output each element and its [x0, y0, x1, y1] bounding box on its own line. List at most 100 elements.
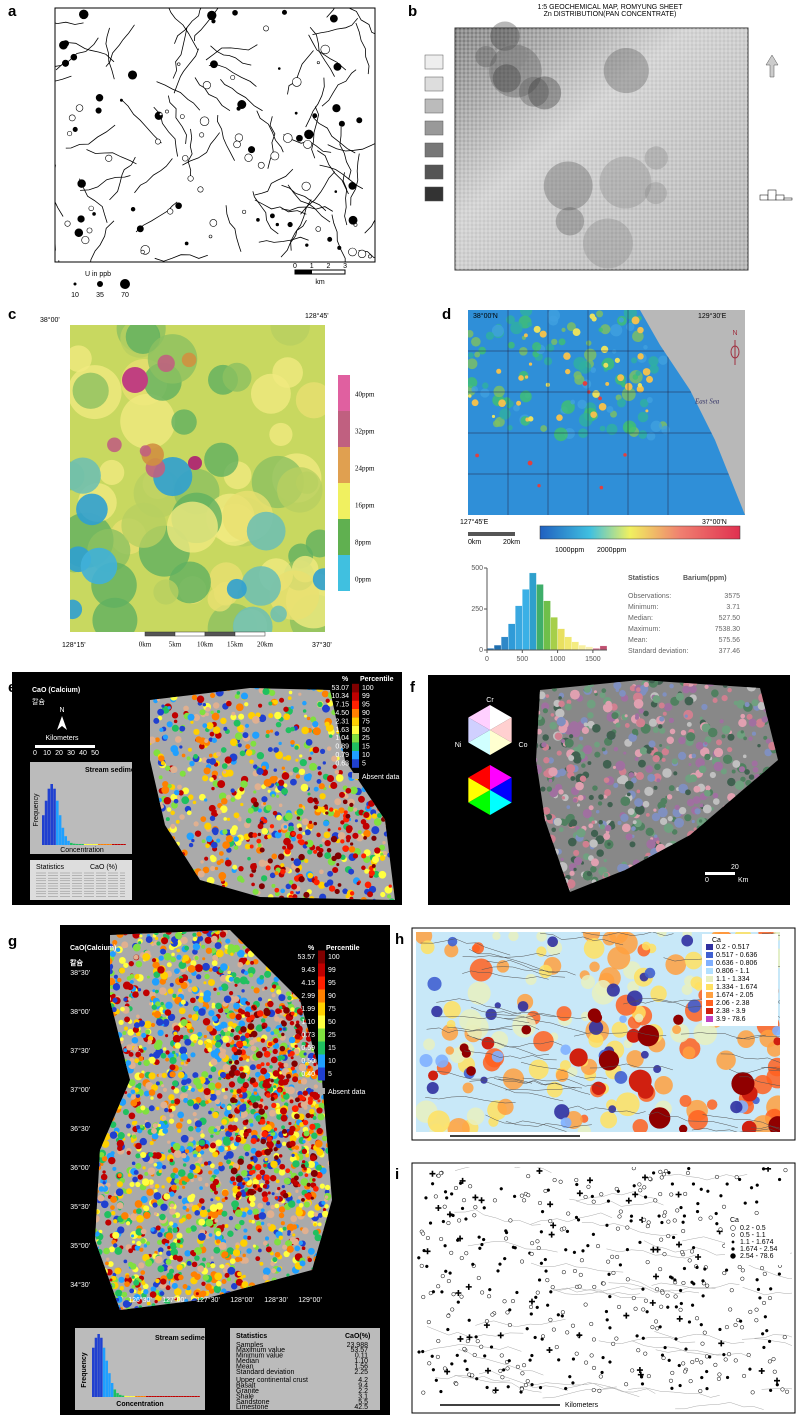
- texture: [604, 789, 612, 797]
- texture: [124, 1281, 130, 1288]
- river: [326, 8, 335, 18]
- texture: [135, 1153, 141, 1159]
- texture: [174, 1174, 179, 1179]
- texture: [208, 1110, 212, 1115]
- texture: [286, 1086, 295, 1095]
- texture: [264, 1236, 270, 1241]
- texture: [212, 1111, 219, 1119]
- texture: [220, 747, 227, 753]
- texture: [384, 885, 393, 894]
- label: 0ppm: [355, 576, 372, 584]
- texture: [704, 684, 709, 689]
- texture: [181, 1217, 186, 1222]
- texture: [210, 1134, 214, 1138]
- texture: [566, 805, 571, 809]
- texture: [258, 1212, 267, 1220]
- sample-dot: [275, 222, 279, 227]
- texture: [630, 777, 637, 784]
- texture: [628, 733, 637, 742]
- texture: [323, 831, 331, 839]
- texture: [287, 696, 292, 701]
- texture: [127, 1173, 132, 1177]
- texture: [558, 338, 566, 346]
- texture: [160, 948, 167, 955]
- texture: [154, 1184, 160, 1189]
- texture: [605, 700, 612, 708]
- color-hex: [468, 777, 490, 803]
- texture: [208, 1288, 215, 1294]
- river: [287, 50, 314, 95]
- texture: [215, 1280, 222, 1287]
- texture: [312, 1115, 317, 1120]
- label: Stream sediments: [85, 767, 145, 774]
- texture: [292, 1160, 300, 1168]
- texture: [226, 769, 234, 777]
- texture: [307, 849, 313, 855]
- texture: [596, 310, 604, 318]
- texture: [326, 774, 335, 783]
- texture: [168, 561, 211, 604]
- texture: [234, 693, 240, 699]
- texture: [340, 839, 345, 844]
- texture: [713, 747, 724, 758]
- texture: [632, 820, 637, 825]
- texture: [373, 818, 382, 826]
- texture: [148, 1089, 156, 1096]
- texture: [208, 1009, 215, 1017]
- texture: [606, 423, 618, 435]
- label: 20km: [257, 641, 274, 649]
- sample-dot: [119, 98, 123, 102]
- texture: [145, 936, 153, 943]
- river: [134, 158, 173, 194]
- side-histogram: [775, 194, 785, 201]
- texture: [232, 1089, 238, 1096]
- texture: [160, 1101, 168, 1109]
- texture: [326, 746, 332, 751]
- texture: [208, 753, 213, 758]
- texture: [691, 819, 695, 824]
- texture: [188, 1014, 193, 1018]
- texture: [639, 747, 648, 755]
- texture: [496, 368, 502, 374]
- texture: [301, 1227, 309, 1235]
- texture: [114, 1267, 122, 1275]
- texture: [154, 1152, 162, 1160]
- texture: [240, 780, 248, 788]
- panel-label: f: [410, 679, 416, 696]
- river: [331, 214, 346, 262]
- texture: [215, 1239, 221, 1244]
- texture: [212, 702, 220, 709]
- texture: [257, 1228, 262, 1233]
- texture: [561, 327, 566, 332]
- texture: [116, 1181, 123, 1188]
- texture: [577, 744, 583, 750]
- texture: [250, 1045, 257, 1052]
- label: Cr: [486, 697, 494, 704]
- texture: [617, 820, 622, 826]
- texture: [121, 502, 167, 548]
- label: 1: [310, 263, 314, 270]
- texture: [227, 1230, 234, 1237]
- texture: [206, 722, 214, 730]
- texture: [281, 1185, 285, 1189]
- texture: [298, 1202, 304, 1208]
- texture: [282, 1244, 288, 1250]
- label: 40ppm: [355, 391, 375, 399]
- texture: [256, 838, 262, 844]
- texture: [248, 972, 254, 978]
- texture: [574, 374, 585, 385]
- texture: [112, 1166, 117, 1171]
- texture: [153, 1010, 162, 1019]
- texture: [269, 729, 274, 733]
- color-hex: [490, 790, 512, 815]
- texture: [232, 864, 238, 870]
- texture: [695, 741, 704, 750]
- label: 38°00': [40, 316, 60, 324]
- texture: [257, 997, 263, 1002]
- histogram-bar: [578, 644, 586, 651]
- texture: [184, 1038, 192, 1046]
- texture: [152, 1202, 158, 1208]
- texture: [291, 883, 298, 890]
- texture: [659, 817, 668, 826]
- label: 37°30': [312, 641, 332, 649]
